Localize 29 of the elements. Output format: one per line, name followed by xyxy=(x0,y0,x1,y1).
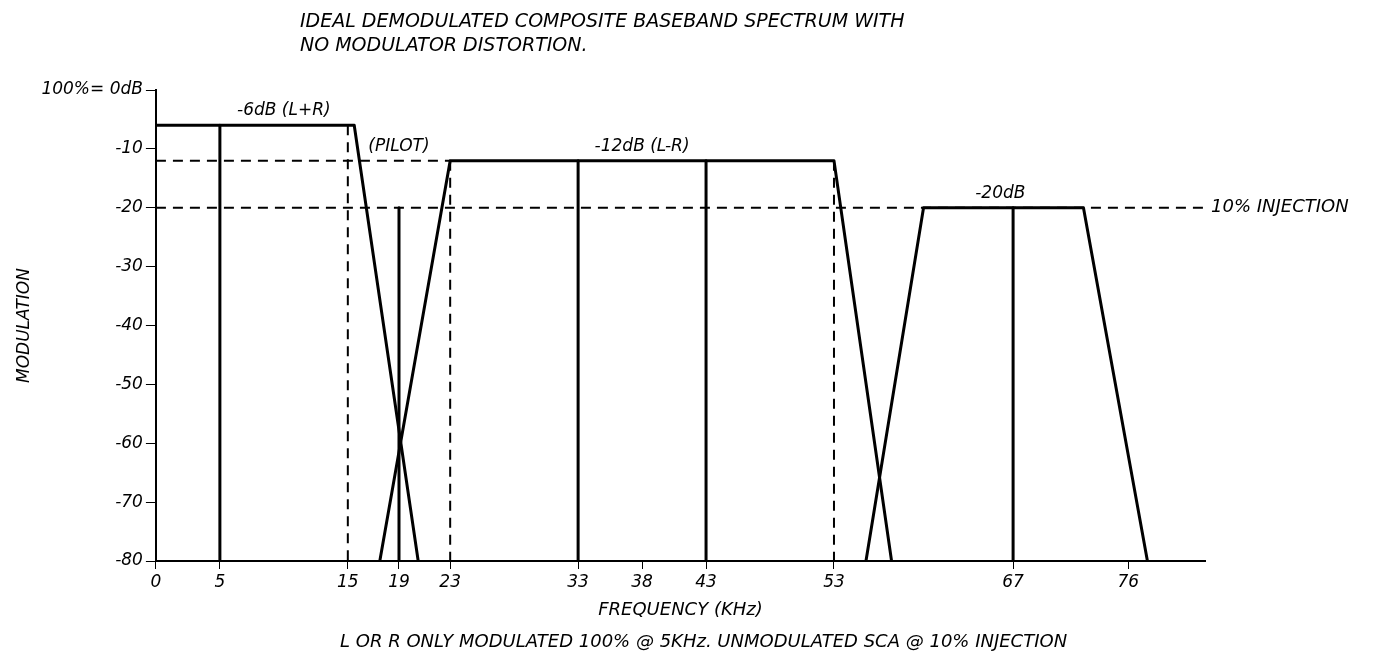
y-tick-label: -40 xyxy=(115,313,143,334)
y-axis-title: MODULATION xyxy=(12,267,33,383)
y-tick-label: -30 xyxy=(115,255,143,276)
x-tick-label: 5 xyxy=(214,570,226,591)
annotation: -6dB (L+R) xyxy=(237,99,331,120)
x-tick-label: 19 xyxy=(388,570,410,591)
x-tick-label: 76 xyxy=(1117,570,1140,591)
annotation: -20dB xyxy=(975,181,1026,202)
annotation: -12dB (L-R) xyxy=(594,134,690,155)
x-tick-label: 67 xyxy=(1002,570,1025,591)
x-tick-label: 0 xyxy=(150,570,162,591)
x-tick-label: 23 xyxy=(439,570,461,591)
y-tick-label: -10 xyxy=(115,137,143,158)
annotation: (PILOT) xyxy=(368,134,430,155)
x-tick-label: 15 xyxy=(337,570,359,591)
y-tick-label: -80 xyxy=(115,549,143,570)
y-tick-label: -60 xyxy=(115,431,143,452)
chart-title: IDEAL DEMODULATED COMPOSITE BASEBAND SPECTRUM WITH NO MODULATOR DISTORTION. xyxy=(300,8,906,56)
x-tick-label: 38 xyxy=(631,570,654,591)
y-tick-label: 100%= 0dB xyxy=(41,78,143,99)
y-tick-label: -70 xyxy=(115,490,143,511)
x-tick-label: 33 xyxy=(567,570,589,591)
x-tick-label: 53 xyxy=(823,570,845,591)
x-tick-label: 43 xyxy=(695,570,717,591)
ref-line-label: 10% INJECTION xyxy=(1211,195,1349,217)
text: L OR R ONLY MODULATED 100% @ 5KHz. UNMODULATED SCA @ 10% INJECTION xyxy=(340,630,1068,651)
x-axis-title: FREQUENCY (KHz) xyxy=(598,597,763,619)
y-tick-label: -20 xyxy=(115,196,143,217)
y-tick-label: -50 xyxy=(115,372,143,393)
